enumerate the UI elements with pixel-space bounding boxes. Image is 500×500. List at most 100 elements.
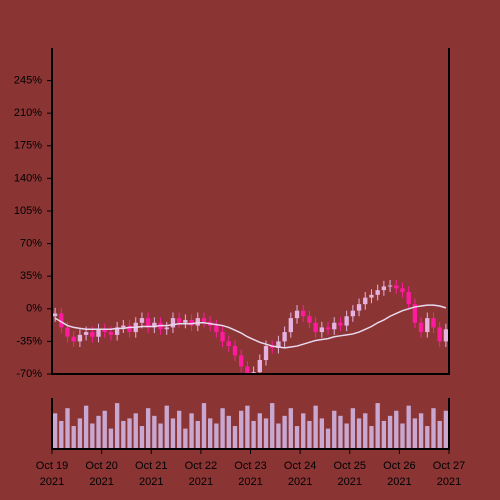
volume-bar [77,418,83,449]
volume-bar [288,408,293,449]
x-tick-label: Oct 26 [383,460,415,472]
candle-body [313,322,318,333]
volume-bar [214,423,219,449]
volume-bar [276,423,281,449]
volume-area [52,403,449,449]
volume-bar [313,405,318,449]
candle-body [195,318,200,326]
volume-bar [121,420,126,449]
y-tick-label: 140% [14,172,42,184]
candle-body [139,318,145,323]
y-tick-label: 175% [14,140,42,152]
volume-bar [431,408,436,449]
volume-bar [170,418,176,449]
volume-bar [245,405,250,449]
y-tick-label: 210% [14,107,42,119]
volume-bar [152,415,157,449]
volume-bar [443,410,449,449]
candle-body [338,322,343,326]
x-tick-label: 2021 [238,476,262,488]
candle-body [220,332,225,342]
volume-bar [114,403,120,449]
x-tick-label: Oct 22 [185,460,217,472]
volume-bar [301,413,306,449]
candle-body [90,332,95,337]
candle-body [425,318,430,333]
volume-bar [350,408,356,449]
candle-body [170,318,176,328]
candle-body [201,318,207,322]
candle-body [301,310,306,317]
x-tick-label: Oct 24 [284,460,316,472]
y-tick-label: -70% [16,368,42,380]
volume-bar [270,403,275,449]
candle-body [96,329,101,337]
candle-body [406,292,411,305]
candle-body [102,329,107,333]
volume-bar [133,413,138,449]
volume-bar [127,418,132,449]
candle-body [344,316,349,326]
candle-body [189,319,194,326]
volume-bar [294,426,300,449]
y-tick-label: 245% [14,75,42,87]
candle-body [437,327,442,342]
volume-bar [183,428,188,449]
volume-bar [412,418,418,449]
candle-body [83,332,89,335]
candle-body [121,325,126,328]
candle-body [52,313,58,317]
x-tick-label: Oct 19 [36,460,68,472]
volume-bar [195,420,200,449]
volume-bar [437,420,442,449]
volume-bar [394,410,399,449]
volume-bar [208,418,213,449]
candle-body [239,355,244,367]
candle-body [183,319,188,323]
volume-bar [400,423,405,449]
candle-body [114,327,120,335]
volume-bar [176,410,182,449]
candle-body [400,288,405,293]
volume-bar [59,420,64,449]
volume-bar [251,420,256,449]
volume-bar [319,418,325,449]
candle-body [108,332,114,335]
volume-bar [387,415,393,449]
volume-bar [164,405,169,449]
volume-bar [369,426,374,449]
y-tick-label: 105% [14,205,42,217]
candle-body [65,327,70,337]
candle-body [325,327,331,330]
volume-bar [344,423,349,449]
x-tick-label: 2021 [139,476,163,488]
y-tick-label: 70% [20,238,42,250]
volume-bar [375,403,380,449]
candle-body [77,334,83,342]
y-tick-label: -35% [16,335,42,347]
candle-body [356,304,362,311]
candle-body [214,325,219,333]
volume-bar [52,413,58,449]
volume-bar [381,420,387,449]
candle-body [59,313,64,328]
volume-bar [363,413,368,449]
volume-bar [102,410,107,449]
candle-body [375,290,380,295]
candle-body [412,304,418,323]
volume-bar [65,408,70,449]
volume-bar [418,413,424,449]
volume-bar [220,408,225,449]
candle-body [394,285,399,289]
plot-area [52,279,449,374]
moving-average-line [54,304,447,349]
x-tick-label: 2021 [288,476,312,488]
x-tick-label: 2021 [40,476,64,488]
volume-bar [425,426,430,449]
volume-bar [158,423,163,449]
volume-bar [145,408,151,449]
volume-bar [90,423,95,449]
x-tick-label: 2021 [338,476,362,488]
volume-bar [139,426,145,449]
